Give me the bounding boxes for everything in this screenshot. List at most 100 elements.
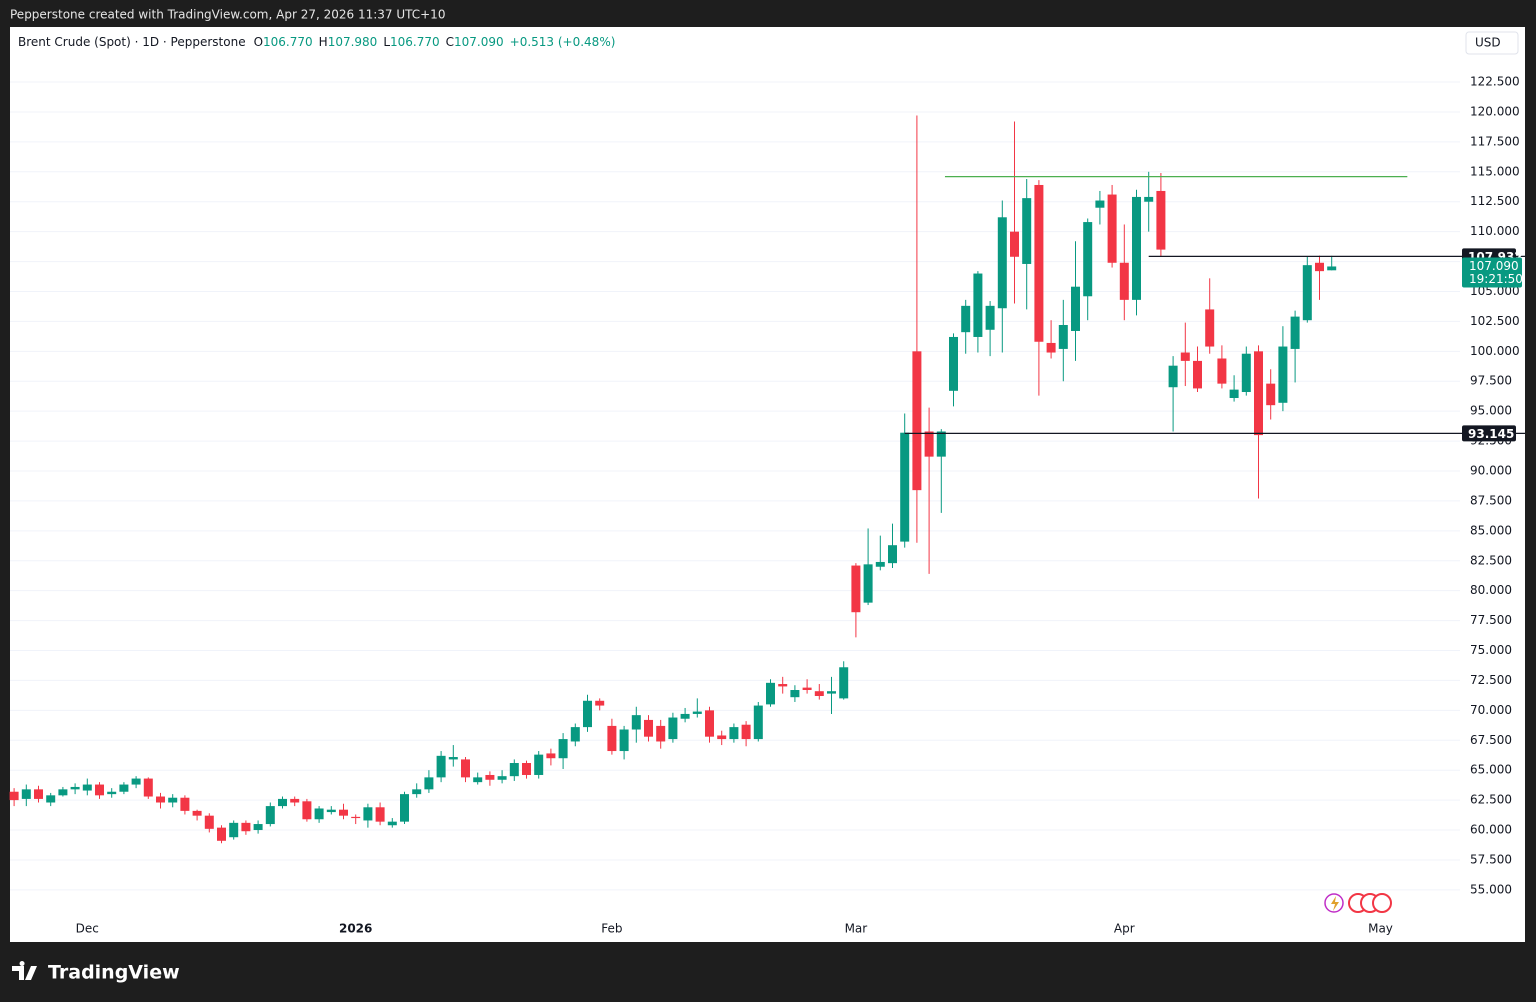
y-tick-label: 100.000 — [1470, 344, 1520, 358]
y-tick-label: 72.500 — [1470, 673, 1512, 687]
y-tick-label: 95.000 — [1470, 404, 1512, 418]
candle-body — [619, 729, 629, 752]
symbol-title: Brent Crude (Spot) · 1D · Pepperstone — [18, 35, 246, 49]
candle-body — [278, 798, 287, 807]
candle-body — [802, 687, 812, 691]
y-tick-label: 105.000 — [1470, 284, 1520, 298]
candle-body — [1095, 200, 1105, 208]
candle-body — [790, 690, 800, 698]
flag-icon[interactable] — [1372, 893, 1392, 913]
candle-body — [1193, 360, 1202, 389]
y-tick-label: 82.500 — [1470, 553, 1512, 567]
legend: Brent Crude (Spot) · 1D · Pepperstone O 10… — [18, 35, 615, 49]
candle-body — [119, 784, 129, 792]
y-tick-label: 120.000 — [1470, 104, 1520, 118]
candle-body — [485, 774, 495, 780]
last-price-tag — [1462, 257, 1522, 288]
candle-body — [1132, 196, 1141, 300]
candle-body — [1144, 196, 1154, 202]
candle-body — [363, 807, 373, 821]
candle-body — [314, 808, 324, 820]
ohlc-letter: C — [446, 35, 454, 49]
candle-body — [1266, 383, 1276, 406]
candle-body — [570, 727, 580, 742]
candle-body — [997, 217, 1007, 309]
candle-body — [1315, 262, 1324, 272]
candle-body — [631, 715, 641, 730]
candle-body — [229, 822, 239, 838]
candle-body — [534, 754, 544, 775]
candle-body — [949, 336, 958, 391]
candle-body — [924, 431, 934, 457]
y-tick-label: 77.500 — [1470, 613, 1512, 627]
y-tick-label: 55.000 — [1470, 882, 1512, 896]
candle-body — [936, 431, 946, 457]
candle-body — [156, 796, 165, 803]
candle-body — [1119, 262, 1129, 300]
page-header: Pepperstone created with TradingView.com… — [10, 8, 445, 22]
candle-body — [1058, 324, 1068, 349]
candle-body — [204, 815, 214, 829]
countdown: 19:21:50 — [1469, 272, 1523, 286]
x-tick-label: Mar — [845, 922, 868, 936]
candle-body — [595, 700, 605, 706]
currency: USD — [1475, 36, 1501, 50]
candle-body — [107, 791, 117, 795]
candle-body — [34, 789, 43, 799]
candle-body — [522, 763, 531, 775]
candle-body — [253, 824, 263, 831]
x-tick-label: Dec — [76, 922, 99, 936]
candle-body — [814, 691, 824, 696]
candle-body — [497, 776, 507, 780]
ohlc-value: 106.770 — [390, 35, 440, 49]
candle-body — [180, 797, 190, 811]
candle-body — [668, 717, 678, 740]
y-tick-label: 115.000 — [1470, 164, 1520, 178]
candle-body — [1241, 353, 1251, 393]
x-tick-label: Apr — [1114, 922, 1135, 936]
candle-body — [1022, 198, 1032, 264]
candle-body — [436, 755, 446, 778]
candle-body — [387, 821, 397, 826]
candle-body — [241, 822, 251, 832]
ohlc-letter: O — [254, 35, 263, 49]
currency-box — [1465, 31, 1519, 55]
y-tick-label: 122.500 — [1470, 75, 1520, 89]
level-tag-label: 93.145 — [1468, 427, 1514, 441]
logo: TradingView — [12, 961, 180, 984]
plot — [9, 81, 1460, 891]
candle-body — [448, 757, 458, 760]
x-tick-label: Feb — [601, 922, 622, 936]
y-tick-label: 57.500 — [1470, 852, 1512, 866]
y-tick-label: 70.000 — [1470, 703, 1512, 717]
candle-body — [900, 432, 910, 542]
candle-body — [1290, 316, 1300, 349]
candle-body — [680, 713, 690, 719]
candle-body — [326, 809, 336, 813]
y-tick-label: 80.000 — [1470, 583, 1512, 597]
candle-body — [217, 827, 226, 841]
candle-body — [778, 684, 788, 687]
candle-body — [583, 700, 592, 728]
candle-body — [1254, 351, 1263, 436]
y-tick-label: 67.500 — [1470, 733, 1512, 747]
x-tick-label: 2026 — [339, 922, 372, 936]
last-price-label: 107.090 — [1469, 259, 1519, 273]
candle-body — [985, 305, 995, 330]
y-tick-label: 117.500 — [1470, 134, 1520, 148]
candle-body — [21, 789, 31, 799]
candle-body — [302, 801, 312, 820]
y-tick-label: 87.500 — [1470, 493, 1512, 507]
candle-body — [729, 727, 739, 740]
candle-body — [973, 273, 983, 337]
candle-body — [717, 735, 727, 740]
x-tick-label: May — [1368, 922, 1393, 936]
candle-body — [1205, 309, 1215, 347]
candle-body — [741, 724, 751, 740]
y-tick-label: 112.500 — [1470, 194, 1520, 208]
candle-body — [692, 711, 702, 714]
candle-body — [290, 798, 300, 803]
candle-body — [1302, 265, 1312, 321]
y-tick-label: 75.000 — [1470, 643, 1512, 657]
flash-glyph — [1331, 896, 1339, 911]
